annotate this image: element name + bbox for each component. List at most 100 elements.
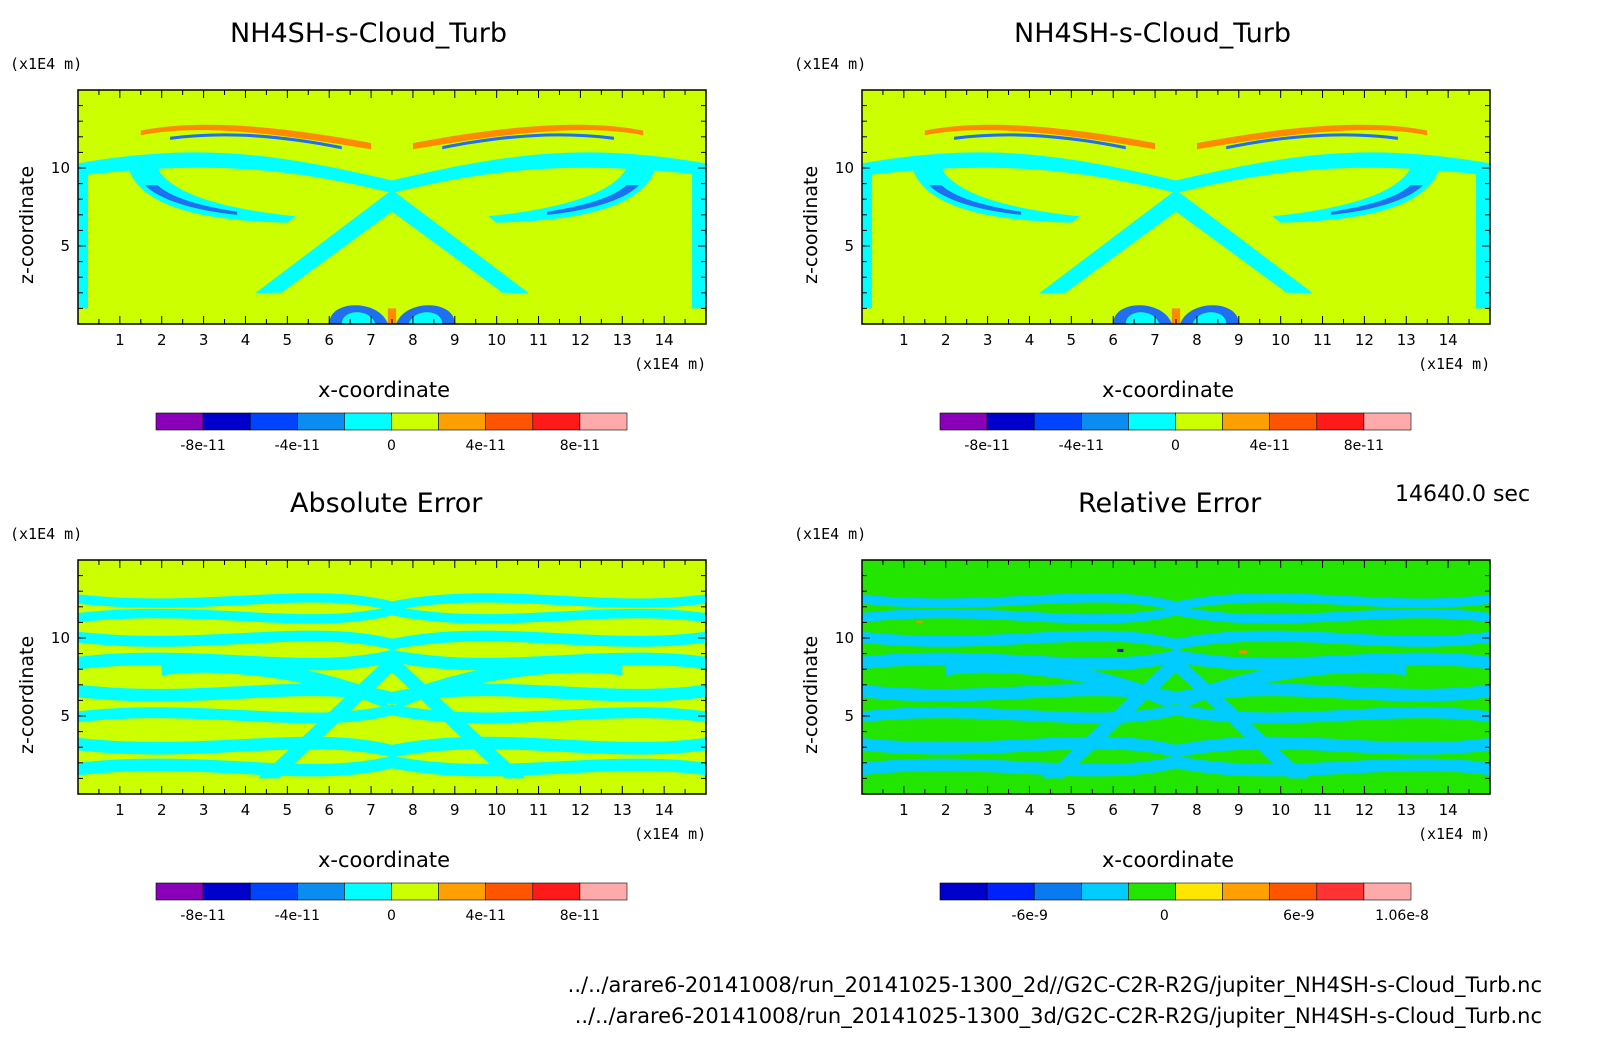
error-band (78, 755, 706, 777)
x-unit-label: (x1E4 m) (1418, 825, 1491, 843)
contour-features (78, 124, 706, 324)
x-tick-label: 2 (941, 801, 951, 819)
source-file-path-2d: ../../arare6-20141008/run_20141025-1300_… (567, 973, 1542, 997)
x-tick-label: 11 (1313, 801, 1332, 819)
colorbar-swatch (986, 882, 1035, 901)
error-swirl (1180, 658, 1407, 710)
colorbar-tick-label: 1.06e-8 (1375, 908, 1429, 924)
panel-title: NH4SH-s-Cloud_Turb (230, 18, 508, 49)
z-axis-label: z-coordinate (16, 635, 38, 754)
x-tick-label: 8 (1192, 331, 1202, 349)
panel-cloud-turb-left: NH4SH-s-Cloud_Turb (x1E4 m) 1 2 3 4 5 6 7 8 9 10 1… (0, 0, 760, 470)
z-tick-label: 10 (51, 629, 70, 647)
x-tick-label: 4 (1025, 801, 1035, 819)
x-tick-label: 2 (157, 331, 167, 349)
central-plume (1029, 189, 1323, 301)
x-tick-label: 13 (1397, 331, 1416, 349)
x-tick-label: 12 (571, 331, 590, 349)
colorbar-swatch (296, 412, 345, 431)
colorbar-swatch (438, 882, 487, 901)
colorbar-swatch (438, 412, 487, 431)
colorbar-swatch (532, 412, 581, 431)
colorbar-swatch (155, 882, 204, 901)
colorbar-swatch (986, 412, 1035, 431)
x-tick-label: 8 (1192, 801, 1202, 819)
panel-relative-error: Relative Error (x1E4 m) 1 2 3 4 5 6 7 8 9 10 11 12 1… (784, 470, 1544, 940)
turbulent-streak-core (170, 133, 342, 150)
error-plume (1042, 653, 1310, 779)
left-edge-band (78, 168, 88, 309)
error-band (862, 606, 1490, 624)
x-tick-label: 5 (283, 801, 293, 819)
colorbar-tick-label: 8e-11 (1344, 438, 1384, 454)
x-tick-label: 13 (613, 331, 632, 349)
z-unit-label: (x1E4 m) (10, 525, 83, 543)
error-band (862, 593, 1490, 611)
x-tick-label: 10 (1271, 801, 1290, 819)
x-tick-label: 10 (1271, 331, 1290, 349)
turbulent-streak (412, 124, 644, 150)
panel-title: NH4SH-s-Cloud_Turb (1014, 18, 1292, 49)
z-tick-label: 5 (844, 237, 854, 255)
turbulent-streak-core (1226, 133, 1398, 150)
colorbar-swatch (1080, 412, 1129, 431)
error-spot (1238, 650, 1247, 654)
x-unit-label: (x1E4 m) (634, 825, 707, 843)
x-tick-label: 11 (529, 331, 548, 349)
colorbar-swatch (939, 412, 988, 431)
colorbar-tick-label: 0 (387, 908, 396, 924)
x-tick-label: 6 (324, 331, 334, 349)
turbulent-streak (924, 124, 1156, 150)
z-tick-label: 5 (60, 237, 70, 255)
colorbar-swatch (249, 412, 298, 431)
x-tick-label: 13 (613, 801, 632, 819)
colorbar-swatch (249, 882, 298, 901)
x-tick-label: 5 (1067, 801, 1077, 819)
x-tick-label: 11 (529, 801, 548, 819)
center-accent (387, 308, 397, 324)
error-band (78, 704, 706, 724)
colorbar-tick-label: 4e-11 (466, 908, 506, 924)
colorbar-tick-label: -6e-9 (1011, 908, 1048, 924)
x-tick-label: 6 (324, 801, 334, 819)
x-tick-label: 2 (941, 331, 951, 349)
x-tick-label: 9 (450, 331, 460, 349)
x-tick-label: 3 (983, 801, 993, 819)
error-swirl (161, 658, 388, 710)
x-tick-label: 5 (1067, 331, 1077, 349)
center-accent (1171, 308, 1181, 324)
colorbar-tick-label: 0 (1160, 908, 1169, 924)
x-tick-label: 7 (366, 331, 376, 349)
colorbar-tick-label: 8e-11 (560, 438, 600, 454)
colorbar-tick-label: 4e-11 (466, 438, 506, 454)
z-tick-label: 10 (835, 159, 854, 177)
colorbar-swatch (1363, 882, 1412, 901)
central-plume (245, 189, 539, 301)
colorbar-swatch (532, 882, 581, 901)
error-spot (1117, 648, 1124, 652)
turbulent-streak (1196, 124, 1428, 150)
vortex-arc-core (546, 185, 640, 215)
x-tick-label: 1 (899, 331, 909, 349)
x-tick-label: 2 (157, 801, 167, 819)
colorbar-swatch (1269, 882, 1318, 901)
z-axis-label: z-coordinate (800, 635, 822, 754)
x-axis-label: x-coordinate (318, 848, 451, 872)
colorbar-tick-label: -8e-11 (180, 908, 225, 924)
colorbar-swatch (1222, 412, 1271, 431)
panel-cloud-turb-right: NH4SH-s-Cloud_Turb (x1E4 m) 1 2 3 4 5 6 7 8 9 10 1… (784, 0, 1544, 470)
x-tick-label: 1 (899, 801, 909, 819)
error-swirl (945, 658, 1172, 710)
error-band (78, 683, 706, 705)
vortex-arc-core (928, 185, 1022, 215)
bottom-layer (78, 292, 706, 324)
colorbar-tick-label: 6e-9 (1283, 908, 1314, 924)
x-tick-label: 12 (1355, 801, 1374, 819)
x-tick-label: 5 (283, 331, 293, 349)
vortex-arc-core (144, 185, 238, 215)
upper-band (862, 152, 1490, 193)
right-edge-band (1476, 168, 1490, 309)
x-tick-label: 10 (487, 801, 506, 819)
